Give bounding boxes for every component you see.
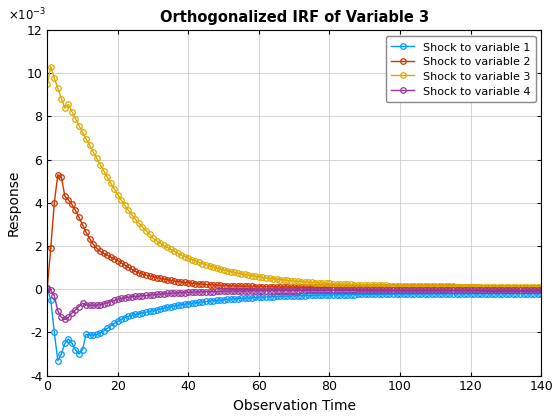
Shock to variable 3 xyxy=(209,265,216,270)
Shock to variable 2 xyxy=(48,246,54,251)
Shock to variable 2 xyxy=(209,282,216,287)
Line: Shock to variable 3: Shock to variable 3 xyxy=(44,64,544,290)
Shock to variable 1 xyxy=(44,286,50,291)
Shock to variable 2 xyxy=(517,285,524,290)
Shock to variable 4 xyxy=(76,304,82,309)
Shock to variable 1 xyxy=(209,298,216,303)
Shock to variable 3 xyxy=(44,81,50,87)
Shock to variable 4 xyxy=(44,286,50,291)
Shock to variable 4 xyxy=(538,288,544,293)
Shock to variable 4 xyxy=(467,288,474,293)
Shock to variable 4 xyxy=(209,289,216,294)
Shock to variable 2 xyxy=(76,215,82,220)
Shock to variable 1 xyxy=(76,352,82,357)
Text: $\times10^{-3}$: $\times10^{-3}$ xyxy=(8,6,46,23)
Legend: Shock to variable 1, Shock to variable 2, Shock to variable 3, Shock to variable: Shock to variable 1, Shock to variable 2… xyxy=(386,36,535,102)
Shock to variable 2 xyxy=(478,285,484,290)
X-axis label: Observation Time: Observation Time xyxy=(233,399,356,413)
Shock to variable 4 xyxy=(517,288,524,293)
Line: Shock to variable 1: Shock to variable 1 xyxy=(44,285,544,363)
Shock to variable 3 xyxy=(76,123,82,128)
Shock to variable 2 xyxy=(538,285,544,290)
Shock to variable 4 xyxy=(48,288,54,293)
Shock to variable 1 xyxy=(54,358,61,363)
Shock to variable 1 xyxy=(538,291,544,296)
Shock to variable 3 xyxy=(538,284,544,289)
Shock to variable 2 xyxy=(54,172,61,177)
Y-axis label: Response: Response xyxy=(7,170,21,236)
Shock to variable 1 xyxy=(517,291,524,296)
Shock to variable 2 xyxy=(44,286,50,291)
Shock to variable 3 xyxy=(467,284,474,289)
Title: Orthogonalized IRF of Variable 3: Orthogonalized IRF of Variable 3 xyxy=(160,10,429,25)
Shock to variable 4 xyxy=(62,317,68,322)
Shock to variable 3 xyxy=(51,75,58,80)
Shock to variable 2 xyxy=(467,285,474,290)
Shock to variable 3 xyxy=(48,64,54,69)
Line: Shock to variable 4: Shock to variable 4 xyxy=(44,286,544,322)
Shock to variable 3 xyxy=(517,284,524,289)
Shock to variable 3 xyxy=(478,284,484,289)
Shock to variable 1 xyxy=(48,297,54,302)
Shock to variable 4 xyxy=(478,288,484,293)
Line: Shock to variable 2: Shock to variable 2 xyxy=(44,172,544,291)
Shock to variable 1 xyxy=(478,291,484,296)
Shock to variable 1 xyxy=(467,291,474,296)
